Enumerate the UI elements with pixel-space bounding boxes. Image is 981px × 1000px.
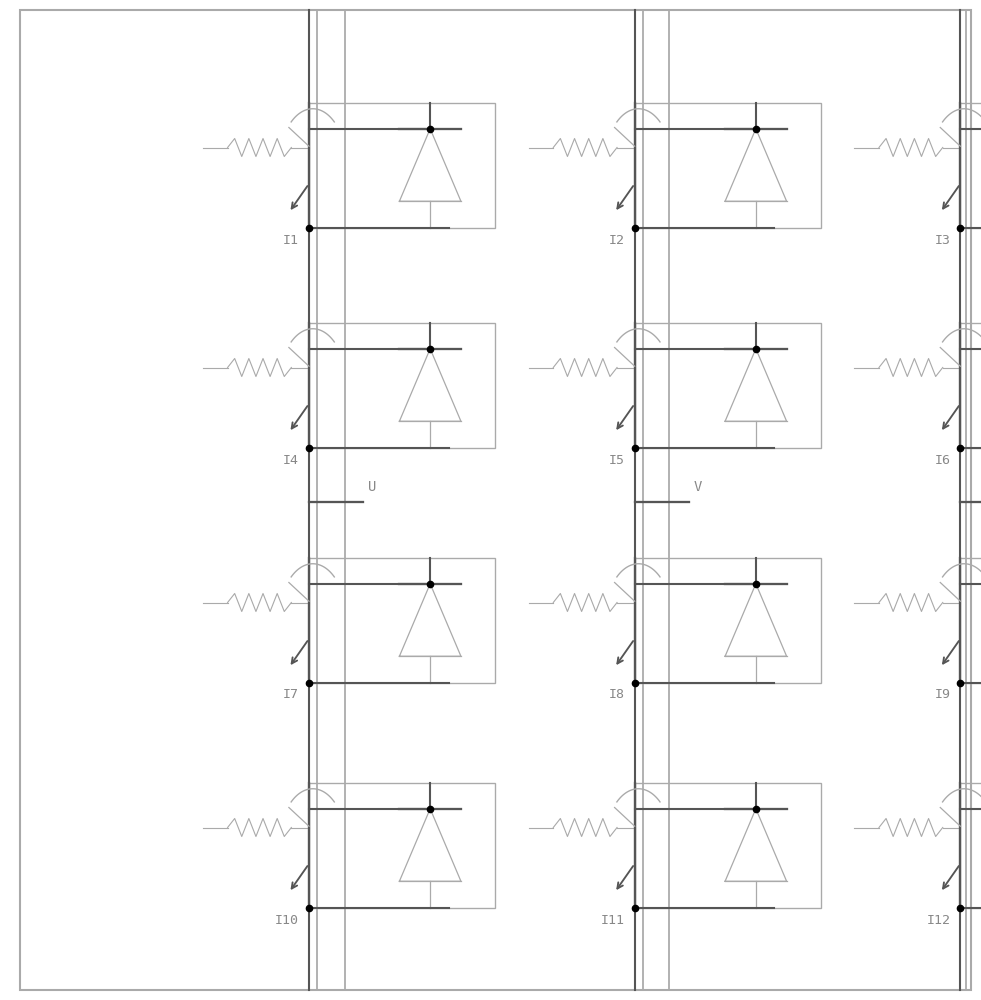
Bar <box>960 103 981 228</box>
Bar <box>20 10 317 990</box>
Text: I2: I2 <box>609 233 625 246</box>
Text: I12: I12 <box>927 914 951 926</box>
Text: I3: I3 <box>935 233 951 246</box>
Text: I6: I6 <box>935 454 951 466</box>
Text: V: V <box>694 480 702 494</box>
Text: I4: I4 <box>284 454 299 466</box>
Bar <box>960 322 981 448</box>
Bar <box>635 558 821 682</box>
Text: I5: I5 <box>609 454 625 466</box>
Text: I10: I10 <box>276 914 299 926</box>
Bar <box>669 10 966 990</box>
Bar <box>635 103 821 228</box>
Text: I9: I9 <box>935 688 951 702</box>
Text: U: U <box>368 480 377 494</box>
Bar <box>309 103 495 228</box>
Bar <box>309 782 495 908</box>
Bar <box>635 782 821 908</box>
Text: I11: I11 <box>601 914 625 926</box>
Text: I1: I1 <box>284 233 299 246</box>
Text: I7: I7 <box>284 688 299 702</box>
Bar <box>309 322 495 448</box>
Bar <box>345 10 643 990</box>
Bar <box>960 558 981 682</box>
Bar <box>960 782 981 908</box>
Bar <box>635 322 821 448</box>
Bar <box>309 558 495 682</box>
Text: I8: I8 <box>609 688 625 702</box>
